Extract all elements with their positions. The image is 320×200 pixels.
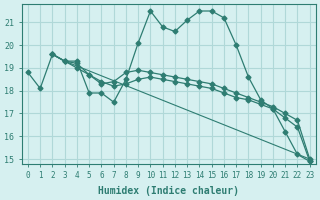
X-axis label: Humidex (Indice chaleur): Humidex (Indice chaleur) — [98, 186, 239, 196]
